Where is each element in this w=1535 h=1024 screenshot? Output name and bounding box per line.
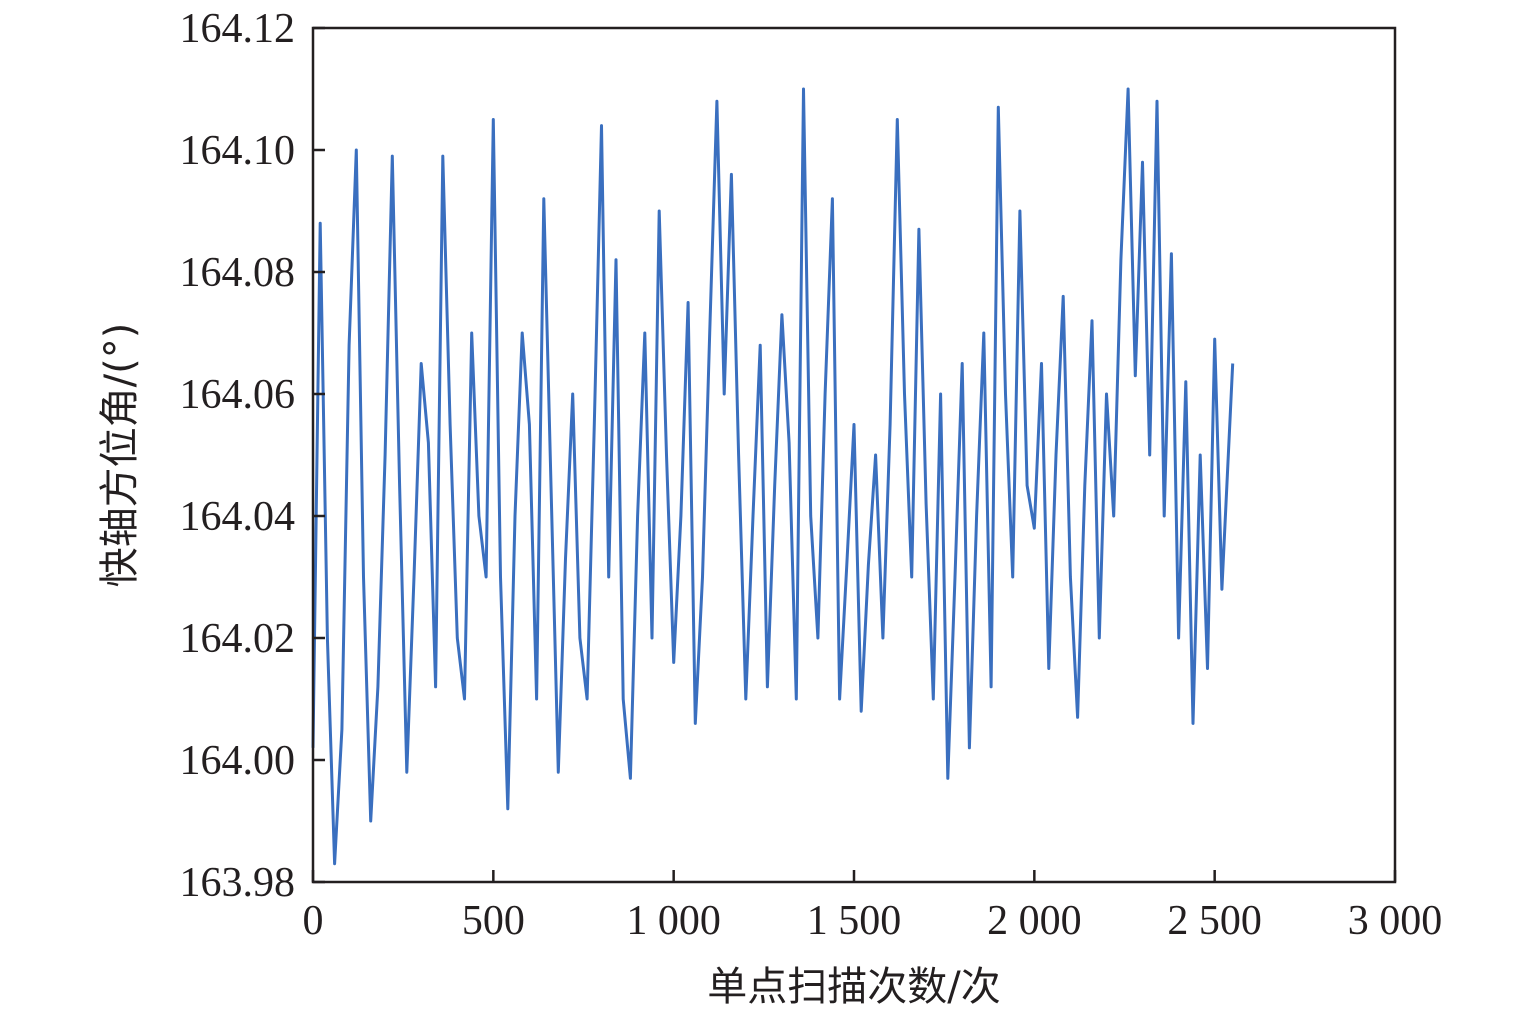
y-tick-label: 164.00 — [180, 738, 296, 784]
x-tick-label: 500 — [462, 898, 525, 944]
y-tick-label: 164.10 — [180, 128, 296, 174]
y-axis: 163.98 164.00 164.02 164.04 164.06 164.08 164.… — [180, 6, 325, 906]
series-line-0 — [311, 87, 1235, 866]
y-tick-label: 164.06 — [180, 372, 296, 418]
x-tick-label: 1 000 — [626, 898, 721, 944]
y-tick-label: 163.98 — [180, 860, 296, 906]
x-axis: 0 500 1 000 1 500 2 000 2 500 3 000 — [303, 870, 1443, 944]
x-tick-label: 2 000 — [987, 898, 1082, 944]
y-axis-title: 快轴方位角/(°) — [97, 323, 143, 588]
x-tick-label: 0 — [303, 898, 324, 944]
y-tick-label: 164.08 — [180, 250, 296, 296]
y-tick-label: 164.12 — [180, 6, 296, 52]
x-tick-label: 3 000 — [1348, 898, 1443, 944]
x-tick-label: 1 500 — [807, 898, 902, 944]
x-axis-title: 单点扫描次数/次 — [707, 964, 1000, 1010]
series-layer — [311, 87, 1235, 866]
y-tick-label: 164.04 — [180, 494, 296, 540]
x-tick-label: 2 500 — [1167, 898, 1262, 944]
y-tick-label: 164.02 — [180, 616, 296, 662]
